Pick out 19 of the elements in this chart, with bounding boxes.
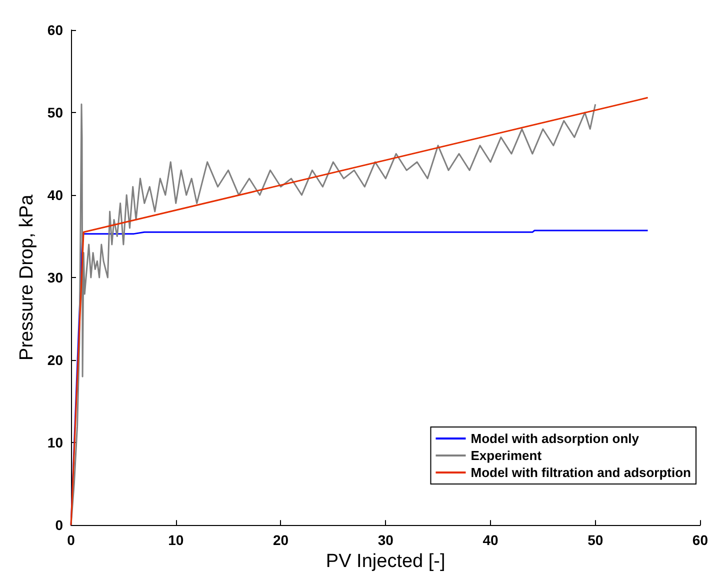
x-tick-label: 30 [378,532,394,548]
legend-label: Model with adsorption only [470,431,640,446]
y-axis-title: Pressure Drop, kPa [16,194,38,360]
x-axis-title: PV Injected [-] [326,551,446,572]
x-tick-label: 50 [588,532,604,548]
y-tick-label: 40 [47,187,64,204]
x-tick-label: 40 [482,532,498,548]
x-tick-label: 60 [692,532,708,548]
y-tick-label: 60 [47,22,64,38]
legend-label: Experiment [470,448,542,463]
x-tick-label: 0 [67,532,76,548]
y-tick-label: 20 [47,352,64,368]
legend-label: Model with filtration and adsorption [470,465,692,480]
y-tick-label: 30 [47,270,64,286]
y-tick-label: 0 [55,517,64,534]
x-tick-label: 10 [168,532,184,548]
x-tick-label: 20 [272,532,289,548]
y-tick-label: 50 [47,104,64,121]
y-tick-label: 10 [47,434,64,451]
